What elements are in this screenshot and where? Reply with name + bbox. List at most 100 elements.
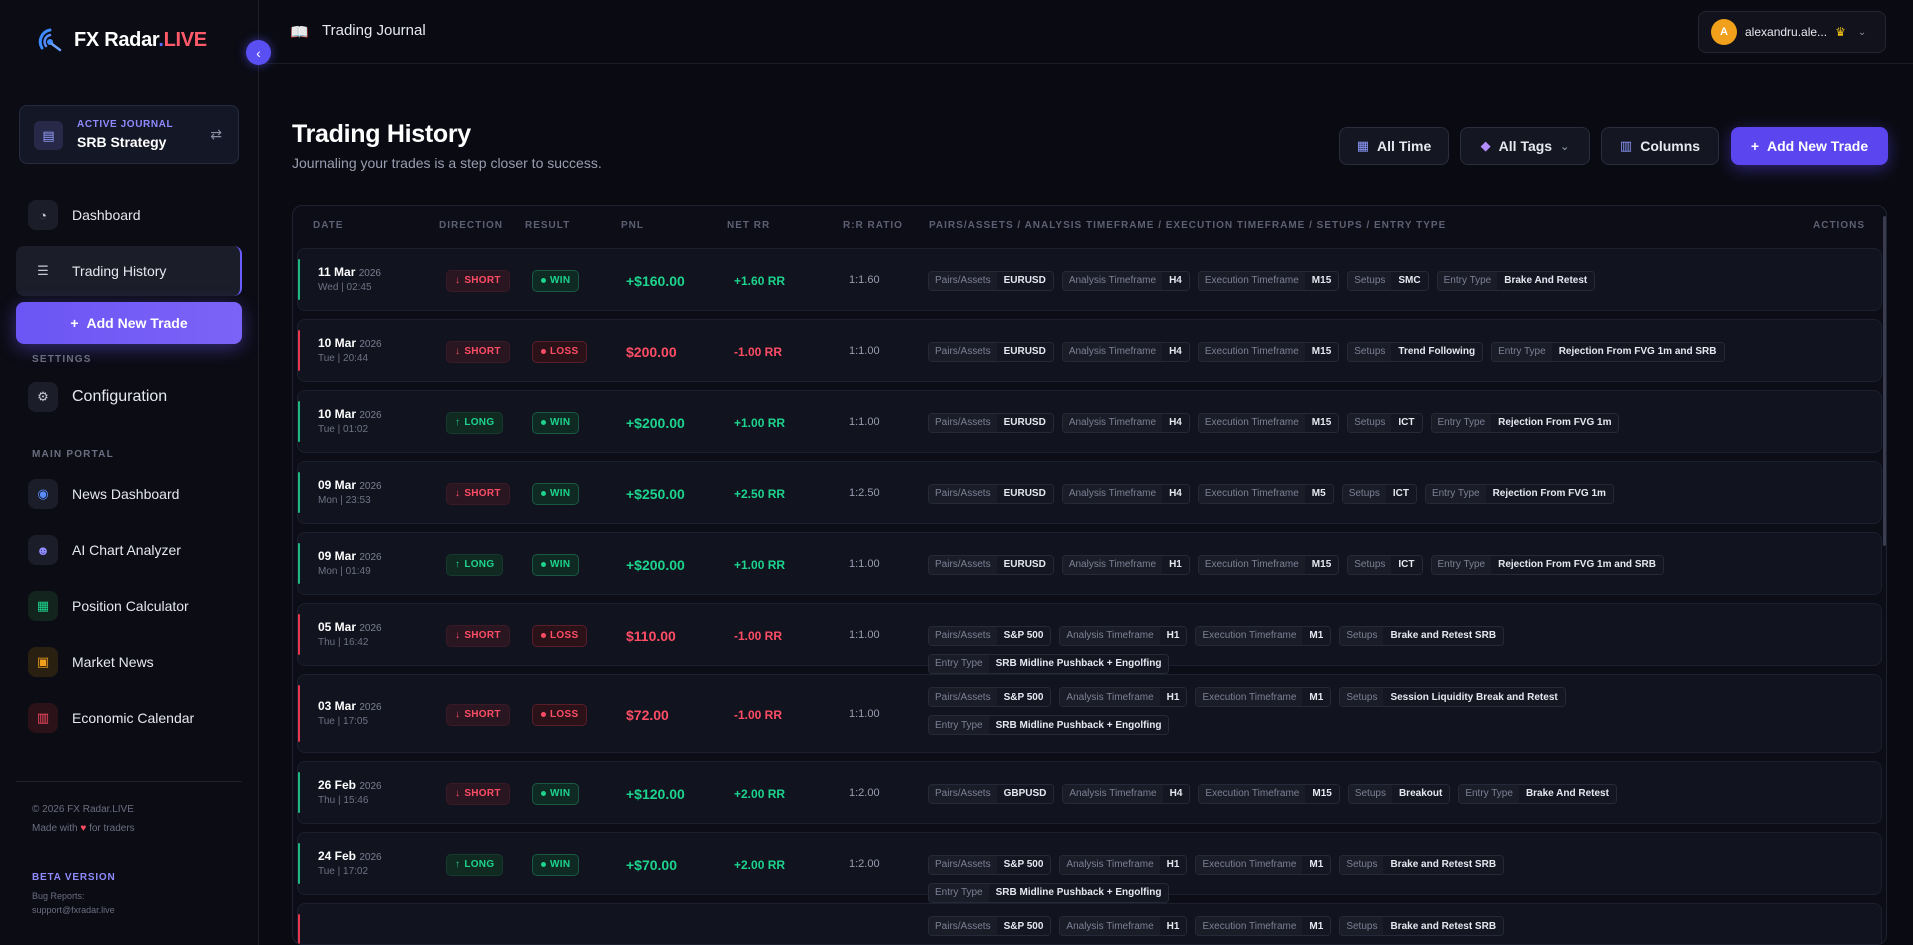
tag-chip[interactable]: Setups Brake and Retest SRB: [1339, 916, 1505, 936]
table-row[interactable]: 09 Mar 2026 Mon | 23:53 ↓ SHORT WIN +$250.00 +…: [297, 461, 1882, 524]
tag-chip[interactable]: Analysis Timeframe H4: [1061, 483, 1190, 504]
tag-chip[interactable]: Analysis Timeframe H4: [1061, 341, 1190, 362]
topbar: 📖 Trading Journal A alexandru.ale... ♛ ⌄: [260, 0, 1913, 64]
all-time-filter-button[interactable]: ▦ All Time: [1339, 127, 1449, 165]
pnl-cell: +$200.00: [626, 414, 685, 431]
swap-icon[interactable]: ⇄: [210, 126, 222, 142]
tag-chip[interactable]: Setups Session Liquidity Break and Retest: [1339, 687, 1566, 707]
page-title: Trading Journal: [322, 22, 426, 39]
tag-chip[interactable]: Entry Type Rejection From FVG 1m: [1430, 412, 1620, 433]
tag-chip[interactable]: Setups ICT: [1347, 554, 1423, 575]
net-rr-cell: -1.00 RR: [734, 707, 783, 722]
direction-badge: ↓ SHORT: [446, 624, 510, 647]
tag-chip[interactable]: Setups ICT: [1341, 483, 1417, 504]
tag-chip[interactable]: Entry Type Rejection From FVG 1m and SRB: [1491, 341, 1725, 362]
tag-chip[interactable]: Entry Type SRB Midline Pushback + Engolfi…: [928, 882, 1170, 903]
collapse-sidebar-button[interactable]: ‹: [246, 40, 271, 65]
col-net-rr[interactable]: NET RR: [727, 220, 771, 231]
tag-chip[interactable]: Pairs/Assets S&P 500: [928, 916, 1052, 936]
tag-chip[interactable]: Analysis Timeframe H1: [1059, 625, 1188, 646]
tag-chip[interactable]: Pairs/Assets EURUSD: [928, 483, 1054, 504]
nav-position-calculator[interactable]: ▦ Position Calculator: [16, 581, 242, 631]
tag-chip[interactable]: Pairs/Assets S&P 500: [928, 687, 1052, 707]
tag-chip[interactable]: Analysis Timeframe H4: [1062, 783, 1191, 804]
nav-trading-history[interactable]: ☰ Trading History: [16, 246, 242, 296]
tag-chip[interactable]: Analysis Timeframe H1: [1061, 554, 1190, 575]
tag-chip[interactable]: Setups Brake and Retest SRB: [1339, 625, 1505, 646]
col-result[interactable]: RESULT: [525, 220, 571, 231]
tag-chip[interactable]: Setups Breakout: [1347, 783, 1451, 804]
tag-chip[interactable]: Entry Type Rejection From FVG 1m: [1424, 483, 1614, 504]
table-row[interactable]: 24 Feb 2026 Tue | 17:02 ↑ LONG WIN +$70.00 +2.…: [297, 832, 1882, 903]
tag-chip[interactable]: Entry Type Rejection From FVG 1m and SRB: [1430, 554, 1664, 575]
tag-chip[interactable]: Entry Type SRB Midline Pushback + Engolfi…: [928, 715, 1170, 735]
table-row[interactable]: 09 Mar 2026 Mon | 01:49 ↑ LONG WIN +$200.00 +1…: [297, 532, 1882, 595]
tag-chip[interactable]: Entry Type SRB Midline Pushback + Engolfi…: [928, 653, 1170, 674]
tag-chip[interactable]: Pairs/Assets EURUSD: [928, 341, 1054, 362]
tag-chip[interactable]: Execution Timeframe M15: [1197, 270, 1340, 291]
table-row[interactable]: 26 Feb 2026 Thu | 15:46 ↓ SHORT WIN +$120.00 +…: [297, 761, 1882, 824]
tag-chip[interactable]: Pairs/Assets S&P 500: [928, 854, 1052, 875]
nav-market-news[interactable]: ▣ Market News: [16, 637, 242, 687]
columns-button[interactable]: ▥ Columns: [1601, 127, 1719, 165]
scrollbar[interactable]: [1883, 216, 1886, 546]
tag-chip[interactable]: Execution Timeframe M15: [1197, 554, 1340, 575]
tag-chip[interactable]: Analysis Timeframe H4: [1061, 270, 1190, 291]
tag-chip[interactable]: Pairs/Assets EURUSD: [928, 554, 1054, 575]
tag-chip[interactable]: Setups Brake and Retest SRB: [1339, 854, 1505, 875]
tag-chip[interactable]: Execution Timeframe M1: [1195, 854, 1332, 875]
result-indicator-bar: [298, 614, 300, 655]
table-row[interactable]: 05 Mar 2026 Thu | 16:42 ↓ SHORT LOSS $110.00 -…: [297, 603, 1882, 674]
tag-chip[interactable]: Analysis Timeframe H1: [1059, 854, 1188, 875]
table-row[interactable]: 10 Mar 2026 Tue | 20:44 ↓ SHORT LOSS $200.00 -…: [297, 319, 1882, 382]
date-cell: 09 Mar 2026 Mon | 01:49: [318, 548, 382, 577]
tag-chip[interactable]: Setups ICT: [1347, 412, 1423, 433]
nav-news-dashboard[interactable]: ◉ News Dashboard: [16, 469, 242, 519]
add-trade-sidebar-button[interactable]: + Add New Trade: [16, 302, 242, 344]
tag-chip[interactable]: Setups Trend Following: [1347, 341, 1484, 362]
tag-chip[interactable]: Pairs/Assets GBPUSD: [928, 783, 1055, 804]
bug-report: Bug Reports: support@fxradar.live: [32, 891, 115, 915]
pnl-cell: $110.00: [626, 627, 676, 644]
table-row[interactable]: 11 Mar 2026 Wed | 02:45 ↓ SHORT WIN +$160.00 +…: [297, 248, 1882, 311]
tag-chip[interactable]: Setups SMC: [1347, 270, 1429, 291]
nav-economic-calendar[interactable]: ▥ Economic Calendar: [16, 693, 242, 743]
nav-ai-chart-analyzer[interactable]: ☻ AI Chart Analyzer: [16, 525, 242, 575]
col-direction[interactable]: DIRECTION: [439, 220, 503, 231]
rr-ratio-cell: 1:1.00: [849, 707, 880, 720]
journal-name: SRB Strategy: [77, 134, 167, 150]
tag-chip[interactable]: Analysis Timeframe H4: [1061, 412, 1190, 433]
logo[interactable]: FX Radar.LIVE: [36, 26, 207, 54]
tag-chip[interactable]: Execution Timeframe M1: [1195, 625, 1332, 646]
tag-chip[interactable]: Execution Timeframe M5: [1197, 483, 1334, 504]
tag-chip[interactable]: Entry Type Brake And Retest: [1436, 270, 1596, 291]
col-rr-ratio[interactable]: R:R RATIO: [843, 220, 903, 231]
nav-configuration[interactable]: ⚙ Configuration: [16, 372, 242, 422]
user-menu[interactable]: A alexandru.ale... ♛ ⌄: [1698, 11, 1886, 53]
tag-chip[interactable]: Pairs/Assets EURUSD: [928, 412, 1054, 433]
all-tags-filter-button[interactable]: ◆ All Tags ⌄: [1460, 127, 1590, 165]
table-row[interactable]: 10 Mar 2026 Tue | 01:02 ↑ LONG WIN +$200.00 +1…: [297, 390, 1882, 453]
active-journal-card[interactable]: ▤ ACTIVE JOURNAL SRB Strategy ⇄: [19, 105, 239, 164]
tag-chip[interactable]: Analysis Timeframe H1: [1059, 687, 1188, 707]
col-date[interactable]: DATE: [313, 220, 344, 231]
tag-chip[interactable]: Execution Timeframe M1: [1195, 687, 1332, 707]
tag-chip[interactable]: Execution Timeframe M15: [1197, 341, 1340, 362]
rr-ratio-cell: 1:1.00: [849, 344, 880, 357]
col-pnl[interactable]: PNL: [621, 220, 644, 231]
date-cell: 10 Mar 2026 Tue | 20:44: [318, 335, 382, 364]
tag-chip[interactable]: Execution Timeframe M15: [1198, 783, 1340, 804]
settings-section-label: SETTINGS: [32, 354, 92, 365]
tag-chip[interactable]: Entry Type Brake And Retest: [1458, 783, 1617, 804]
nav-label: AI Chart Analyzer: [72, 542, 181, 558]
add-new-trade-button[interactable]: + Add New Trade: [1731, 127, 1888, 165]
tag-chip[interactable]: Pairs/Assets S&P 500: [928, 625, 1052, 646]
tag-chip[interactable]: Execution Timeframe M15: [1197, 412, 1340, 433]
nav-dashboard[interactable]: ◔ Dashboard: [16, 190, 242, 240]
tag-chip[interactable]: Analysis Timeframe H1: [1059, 916, 1188, 936]
bug-email-link[interactable]: support@fxradar.live: [32, 905, 115, 915]
tag-chip[interactable]: Execution Timeframe M1: [1195, 916, 1332, 936]
tag-chip[interactable]: Pairs/Assets EURUSD: [928, 270, 1054, 291]
table-row[interactable]: Pairs/Assets S&P 500 Analysis Timeframe H1 E…: [297, 903, 1882, 944]
table-row[interactable]: 03 Mar 2026 Tue | 17:05 ↓ SHORT LOSS $72.00 -1…: [297, 674, 1882, 753]
